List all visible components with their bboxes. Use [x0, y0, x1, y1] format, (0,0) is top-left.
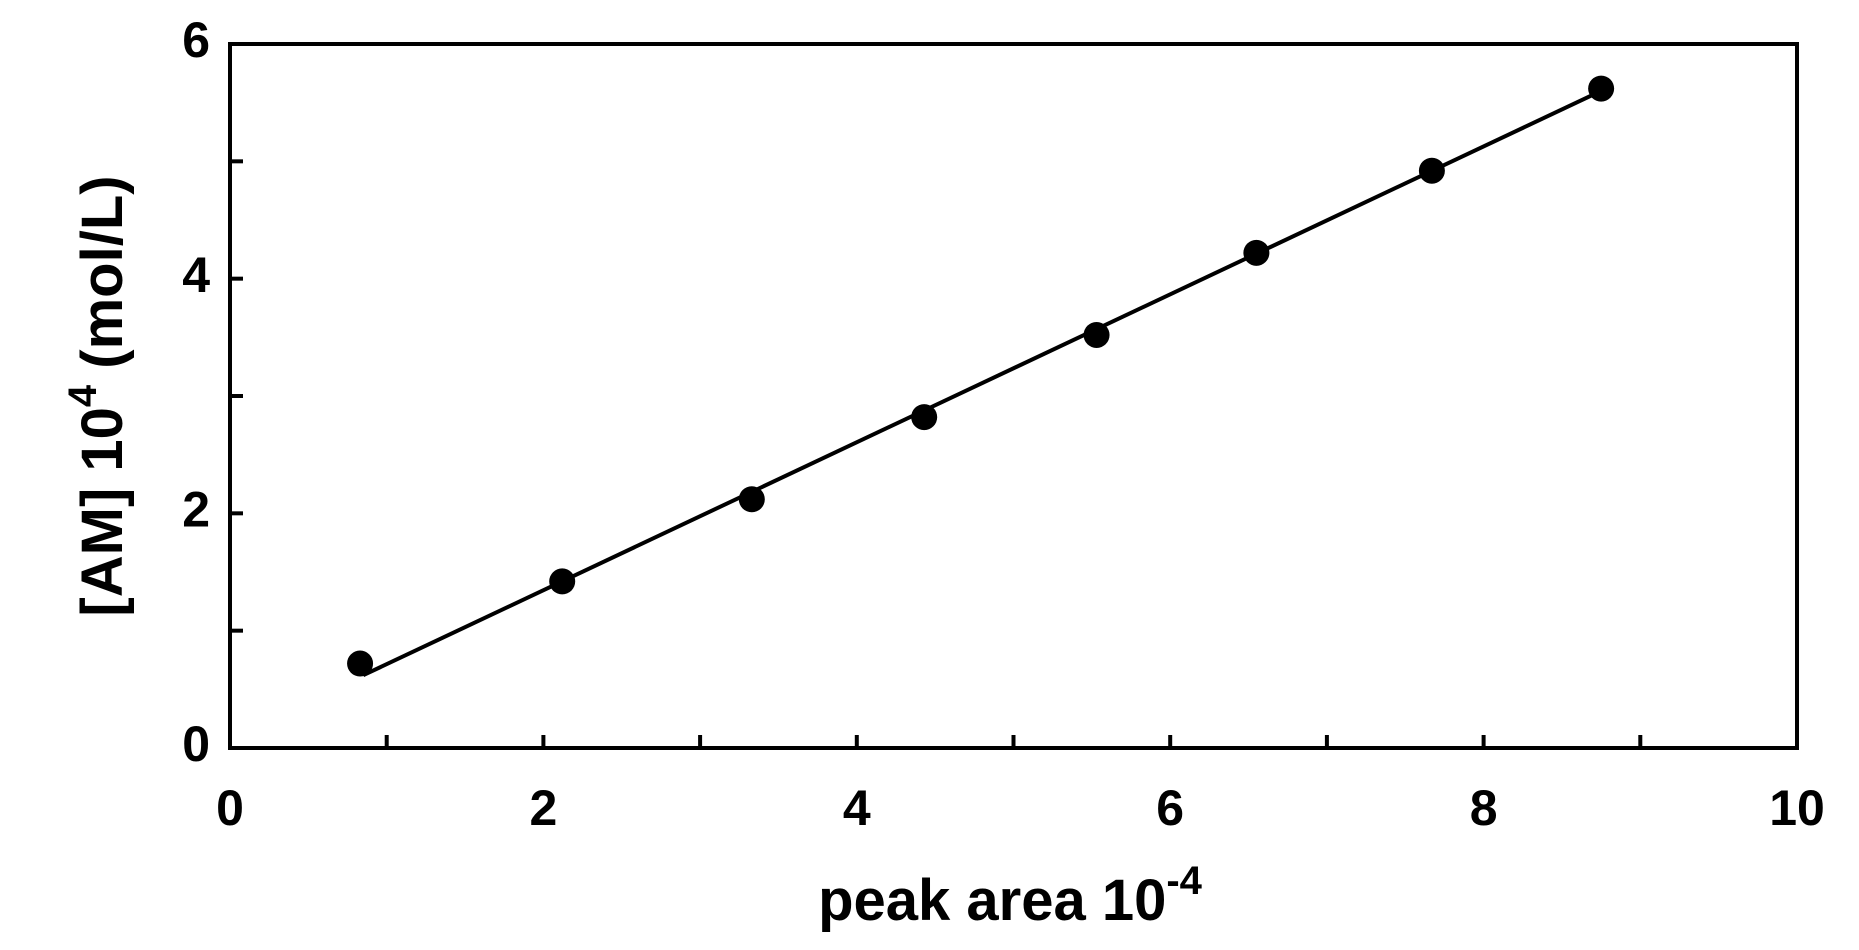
plot-frame: [228, 42, 1799, 750]
data-point: [347, 650, 374, 677]
y-tick-label: 2: [182, 482, 210, 538]
x-title-text: peak area 10: [818, 868, 1166, 933]
x-tick-label: 8: [1470, 780, 1498, 836]
x-title-sup: -4: [1166, 859, 1202, 903]
y-title-unit: (mol/L): [70, 175, 135, 384]
data-point: [911, 404, 938, 431]
y-tick-label: 4: [182, 247, 210, 303]
y-tick-label: 0: [182, 716, 210, 772]
fit-line: [362, 89, 1602, 678]
data-point: [549, 568, 576, 595]
data-point: [1083, 321, 1110, 348]
x-tick-label: 6: [1156, 780, 1184, 836]
data-point: [1418, 157, 1445, 184]
data-point: [738, 486, 765, 513]
x-axis-title: peak area 10-4: [818, 859, 1203, 933]
x-tick-label: 0: [216, 780, 244, 836]
data-point: [1243, 239, 1270, 266]
y-axis-title: [AM] 104 (mol/L): [61, 175, 135, 616]
data-point: [1588, 75, 1615, 102]
y-title-text: [AM] 10: [70, 407, 135, 616]
x-tick-label: 4: [843, 780, 871, 836]
y-title-sup: 4: [61, 384, 105, 407]
x-tick-label: 2: [529, 780, 557, 836]
y-tick-label: 6: [182, 12, 210, 68]
x-tick-label: 10: [1769, 780, 1825, 836]
